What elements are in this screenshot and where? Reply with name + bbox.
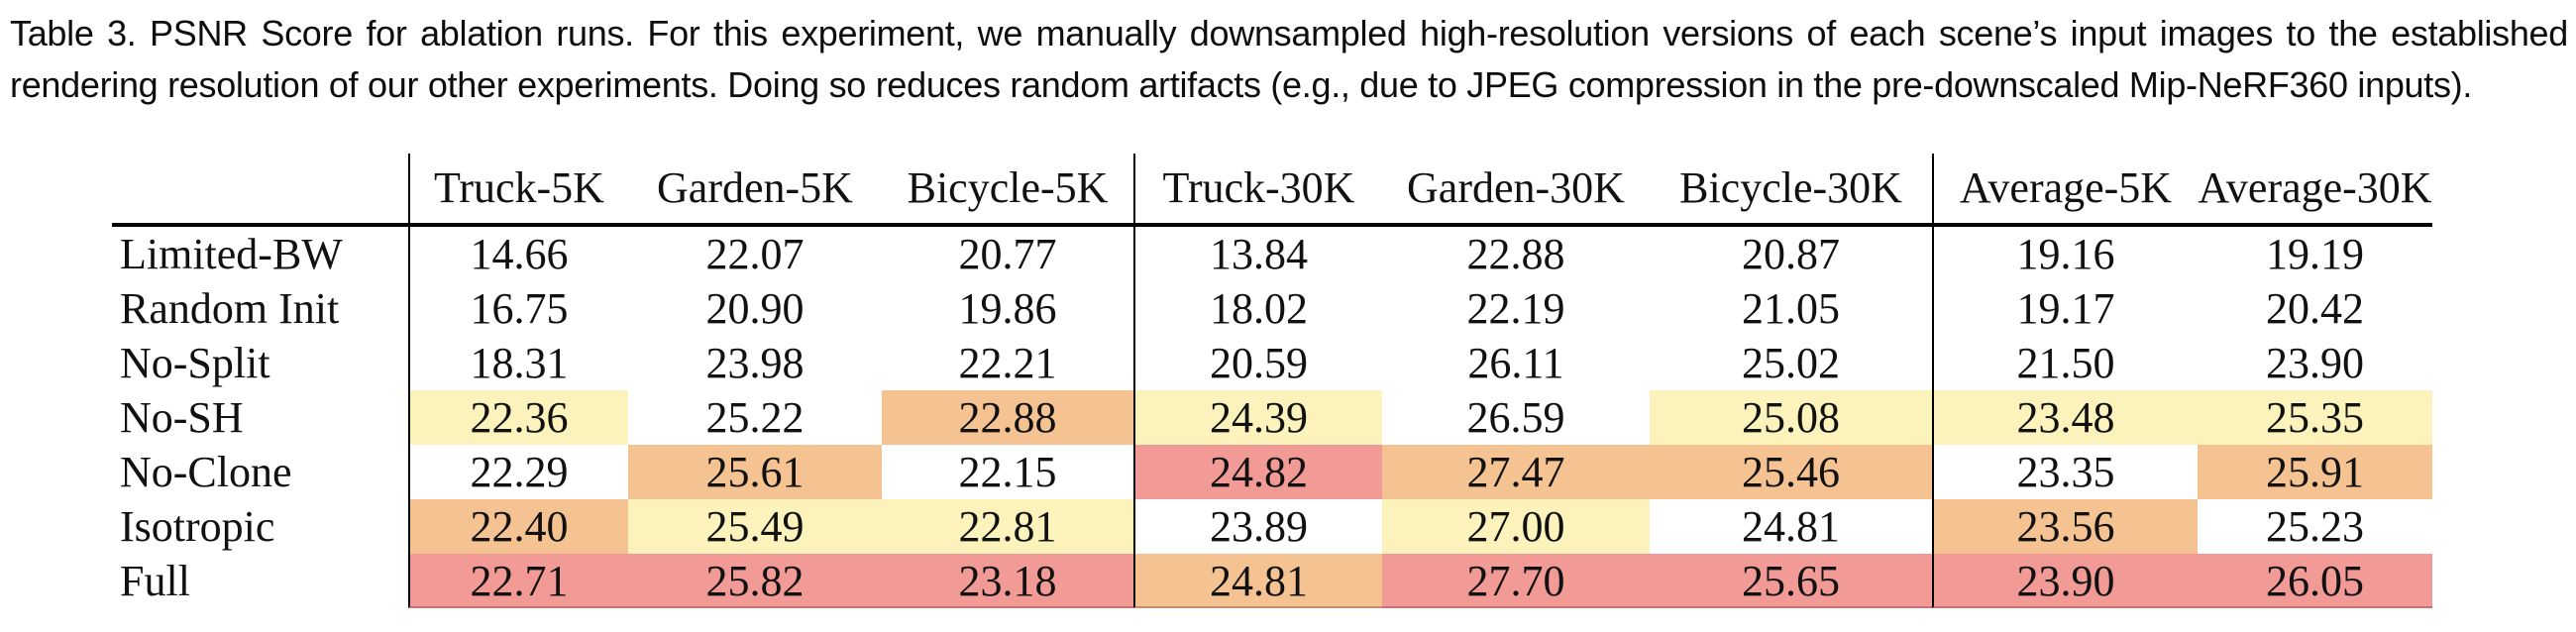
table-cell: 23.90 xyxy=(1932,554,2198,608)
table-cell: 20.42 xyxy=(2266,284,2364,333)
table-cell: 24.82 xyxy=(1133,445,1382,499)
table-cell: 25.82 xyxy=(628,554,882,608)
table-cell: 22.71 xyxy=(408,554,628,608)
table-cell: 13.84 xyxy=(1133,227,1382,281)
column-header: Garden-5K xyxy=(657,163,853,212)
column-header: Truck-30K xyxy=(1133,154,1382,223)
table-cell: 25.49 xyxy=(628,499,882,554)
table-cell: 27.00 xyxy=(1382,499,1650,554)
row-label: Random Init xyxy=(120,284,340,333)
table-cell: 21.50 xyxy=(1932,336,2198,390)
table-cell: 24.81 xyxy=(1133,554,1382,608)
table-cell: 26.59 xyxy=(1466,393,1565,442)
table-cell: 22.81 xyxy=(882,499,1133,554)
table-cell: 25.02 xyxy=(1742,339,1840,387)
table-cell: 23.48 xyxy=(1932,390,2198,445)
table-cell: 18.02 xyxy=(1133,281,1382,336)
row-label: No-Clone xyxy=(120,448,292,496)
column-header: Average-30K xyxy=(2198,163,2432,212)
corner-cell xyxy=(112,154,408,223)
column-header: Average-5K xyxy=(1932,154,2198,223)
table-cell: 25.46 xyxy=(1650,445,1932,499)
table-cell: 27.70 xyxy=(1382,554,1650,608)
table-cell: 22.07 xyxy=(705,230,805,278)
table-cell: 18.31 xyxy=(408,336,628,390)
table-cell: 23.18 xyxy=(882,554,1133,608)
table-cell: 23.90 xyxy=(2266,339,2364,387)
table-cell: 24.39 xyxy=(1133,390,1382,445)
table-row: No-SH 22.36 25.22 22.88 24.39 26.59 25.08 23.48… xyxy=(112,390,2432,445)
table-cell: 19.17 xyxy=(1932,281,2198,336)
table-cell: 25.61 xyxy=(628,445,882,499)
table-cell: 25.35 xyxy=(2198,390,2432,445)
table-cell: 22.36 xyxy=(408,390,628,445)
table-cell: 19.86 xyxy=(958,284,1057,333)
table-cell: 22.40 xyxy=(408,499,628,554)
row-label: No-SH xyxy=(120,393,244,442)
table-cell: 25.08 xyxy=(1650,390,1932,445)
table-cell: 22.29 xyxy=(408,445,628,499)
table-cell: 25.65 xyxy=(1650,554,1932,608)
column-header: Truck-5K xyxy=(408,154,628,223)
table-cell: 20.87 xyxy=(1742,230,1840,278)
row-label: Limited-BW xyxy=(120,230,343,278)
table-cell: 22.88 xyxy=(882,390,1133,445)
table-cell: 14.66 xyxy=(408,227,628,281)
table-cell: 22.88 xyxy=(1466,230,1565,278)
table-row: Random Init 16.75 20.90 19.86 18.02 22.19 21.0… xyxy=(112,281,2432,336)
table-cell: 22.21 xyxy=(958,339,1057,387)
row-label: Full xyxy=(120,557,190,605)
table-cell: 23.56 xyxy=(1932,499,2198,554)
table-caption-text: Table 3. PSNR Score for ablation runs. F… xyxy=(10,13,2568,106)
table-row: Full 22.71 25.82 23.18 24.81 27.70 25.65 23.90 2… xyxy=(112,554,2432,608)
table-cell: 20.59 xyxy=(1133,336,1382,390)
table-cell: 16.75 xyxy=(408,281,628,336)
psnr-ablation-table: Truck-5K Garden-5K Bicycle-5K Truck-30K Gard… xyxy=(112,154,2432,608)
table-cell: 19.16 xyxy=(1932,227,2198,281)
row-label: No-Split xyxy=(120,339,270,387)
column-header: Garden-30K xyxy=(1407,163,1625,212)
table-row: No-Clone 22.29 25.61 22.15 24.82 27.47 25.46 23… xyxy=(112,445,2432,499)
table-cell: 20.90 xyxy=(705,284,805,333)
table-row: Limited-BW 14.66 22.07 20.77 13.84 22.88 20.87… xyxy=(112,227,2432,281)
row-label: Isotropic xyxy=(120,502,275,551)
table-cell: 25.23 xyxy=(2266,502,2364,551)
table-cell: 23.98 xyxy=(705,339,805,387)
table-cell: 20.77 xyxy=(958,230,1057,278)
table-cell: 26.05 xyxy=(2198,554,2432,608)
table-cell: 25.22 xyxy=(705,393,805,442)
table-header-row: Truck-5K Garden-5K Bicycle-5K Truck-30K Gard… xyxy=(112,154,2432,227)
table-caption: Table 3. PSNR Score for ablation runs. F… xyxy=(10,8,2568,111)
table-cell: 25.91 xyxy=(2198,445,2432,499)
column-header: Bicycle-5K xyxy=(907,163,1109,212)
table-cell: 22.19 xyxy=(1466,284,1565,333)
table-cell: 23.89 xyxy=(1133,499,1382,554)
table-cell: 19.19 xyxy=(2266,230,2364,278)
table-row: No-Split 18.31 23.98 22.21 20.59 26.11 25.02 21… xyxy=(112,336,2432,390)
table-cell: 24.81 xyxy=(1742,502,1840,551)
table-cell: 21.05 xyxy=(1742,284,1840,333)
table-cell: 26.11 xyxy=(1467,339,1564,387)
column-header: Bicycle-30K xyxy=(1679,163,1902,212)
table-cell: 22.15 xyxy=(958,448,1057,496)
table-cell: 27.47 xyxy=(1382,445,1650,499)
table-row: Isotropic 22.40 25.49 22.81 23.89 27.00 24.81 2… xyxy=(112,499,2432,554)
table-body: Limited-BW 14.66 22.07 20.77 13.84 22.88 20.87… xyxy=(112,227,2432,608)
table-cell: 23.35 xyxy=(1932,445,2198,499)
